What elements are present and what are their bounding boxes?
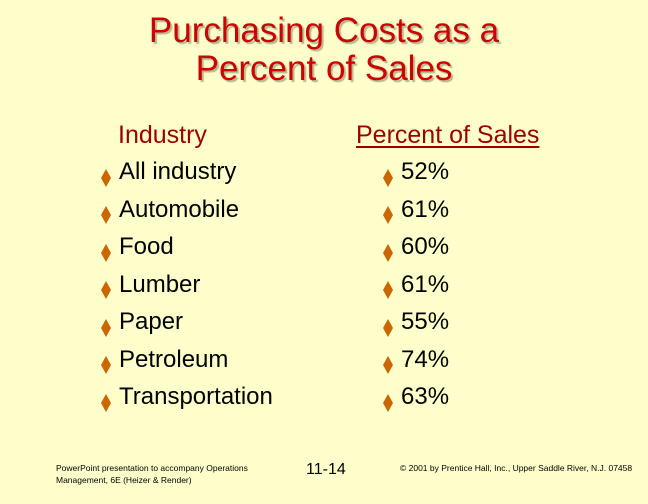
diamond-bullet-icon bbox=[382, 162, 394, 187]
diamond-bullet-icon bbox=[100, 312, 112, 337]
percent-item: 52% bbox=[382, 153, 449, 191]
percent-item: 61% bbox=[382, 266, 449, 304]
percent-item-text: 74% bbox=[401, 345, 450, 373]
diamond-bullet-icon bbox=[100, 237, 112, 262]
industry-item-text: Food bbox=[119, 233, 174, 260]
percent-item: 63% bbox=[382, 378, 449, 416]
slide-title: Purchasing Costs as a Percent of Sales bbox=[0, 12, 648, 88]
footer-copyright: © 2001 by Prentice Hall, Inc., Upper Sad… bbox=[400, 463, 633, 473]
industry-item-text: Transportation bbox=[119, 383, 273, 410]
slide-title-line-2: Percent of Sales bbox=[195, 49, 453, 88]
industry-list: All industry Automobile Food Lumber Paper Pet… bbox=[100, 153, 273, 416]
diamond-bullet-icon bbox=[100, 162, 112, 187]
percent-item-text: 61% bbox=[401, 195, 450, 223]
diamond-bullet-icon bbox=[100, 274, 112, 300]
percent-item-text: 55% bbox=[401, 308, 450, 335]
diamond-bullet-icon bbox=[382, 199, 394, 225]
footer-page-number: 11-14 bbox=[306, 461, 346, 478]
percent-item: 74% bbox=[382, 341, 449, 379]
diamond-bullet-icon bbox=[382, 387, 394, 412]
percent-column-header: Percent of Sales bbox=[356, 121, 540, 149]
industry-item: Automobile bbox=[100, 191, 273, 229]
slide-title-line-1: Purchasing Costs as a bbox=[148, 11, 500, 50]
diamond-bullet-icon bbox=[100, 199, 112, 225]
industry-item-text: Lumber bbox=[119, 270, 201, 298]
diamond-bullet-icon bbox=[100, 387, 112, 412]
percent-item-text: 63% bbox=[401, 383, 450, 410]
industry-item-text: Automobile bbox=[119, 195, 240, 223]
industry-item: All industry bbox=[100, 153, 273, 191]
industry-item: Lumber bbox=[100, 266, 273, 304]
industry-item: Food bbox=[100, 228, 273, 266]
percent-item-text: 61% bbox=[401, 270, 450, 298]
industry-column-header: Industry bbox=[118, 121, 207, 149]
diamond-bullet-icon bbox=[382, 274, 394, 300]
diamond-bullet-icon bbox=[100, 349, 112, 375]
diamond-bullet-icon bbox=[382, 312, 394, 337]
percent-list: 52% 61% 60% 61% 55% 74% 63% bbox=[382, 153, 449, 416]
percent-item-text: 60% bbox=[401, 233, 450, 260]
industry-item-text: All industry bbox=[119, 158, 237, 185]
industry-item: Transportation bbox=[100, 378, 273, 416]
footer-credit: PowerPoint presentation to accompany Ope… bbox=[56, 463, 248, 485]
industry-item-text: Petroleum bbox=[119, 345, 229, 373]
percent-item: 55% bbox=[382, 303, 449, 341]
percent-item: 60% bbox=[382, 228, 449, 266]
industry-item-text: Paper bbox=[119, 308, 184, 335]
percent-item-text: 52% bbox=[401, 158, 450, 185]
percent-item: 61% bbox=[382, 191, 449, 229]
industry-item: Paper bbox=[100, 303, 273, 341]
diamond-bullet-icon bbox=[382, 237, 394, 262]
diamond-bullet-icon bbox=[382, 349, 394, 375]
industry-item: Petroleum bbox=[100, 341, 273, 379]
